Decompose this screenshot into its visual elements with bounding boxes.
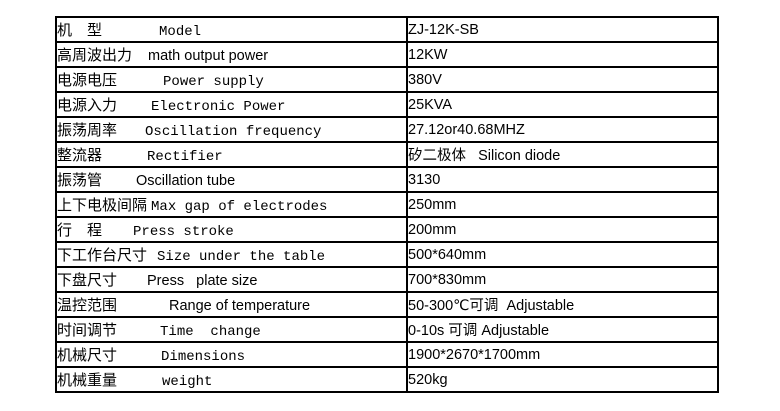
label-cn: 下工作台尺寸: [57, 248, 148, 265]
spec-value: ZJ-12K-SB: [408, 21, 479, 38]
spec-value: 27.12or40.68MHZ: [408, 121, 525, 138]
spec-label-cell: 振荡管 Oscillation tube: [55, 166, 408, 193]
spec-value-cell: 250mm: [406, 191, 719, 218]
spec-label-cell: 机械重量 weight: [55, 366, 408, 393]
label-en: Press stroke: [133, 224, 234, 240]
spec-value-cell: 520kg: [406, 366, 719, 393]
spec-value: 500*640mm: [408, 246, 487, 263]
label-cn: 振荡周率: [57, 123, 118, 140]
label-cn: 时间调节: [57, 323, 118, 340]
spec-value-cell: ZJ-12K-SB: [406, 16, 719, 43]
machine-spec-table: 机 型 Model ZJ-12K-SB 高周波出力 math output powe…: [55, 16, 719, 393]
label-en: Oscillation tube: [136, 173, 236, 189]
spec-value-cell: 1900*2670*1700mm: [406, 341, 719, 368]
label-cn: 下盘尺寸: [57, 273, 118, 290]
label-cn: 振荡管: [57, 173, 103, 190]
spec-value-cell: 矽二极体 Silicon diode: [406, 141, 719, 168]
spec-value-cell: 380V: [406, 66, 719, 93]
label-en: math output power: [148, 48, 269, 64]
spec-label-cell: 高周波出力 math output power: [55, 41, 408, 68]
spec-value: 0-10s 可调 Adjustable: [408, 323, 550, 339]
spec-label-cell: 行 程 Press stroke: [55, 216, 408, 243]
spec-value: 200mm: [408, 221, 457, 238]
table-row: 上下电极间隔 Max gap of electrodes 250mm: [55, 191, 719, 218]
spec-value-cell: 200mm: [406, 216, 719, 243]
label-en: Dimensions: [161, 349, 246, 365]
spec-value-cell: 0-10s 可调 Adjustable: [406, 316, 719, 343]
spec-value: 380V: [408, 71, 442, 88]
spec-label-cell: 温控范围 Range of temperature: [55, 291, 408, 318]
table-row: 振荡管 Oscillation tube 3130: [55, 166, 719, 193]
label-en: Electronic Power: [151, 99, 286, 115]
spec-label-cell: 下盘尺寸 Press plate size: [55, 266, 408, 293]
table-row: 机械重量 weight 520kg: [55, 366, 719, 393]
label-en: Max gap of electrodes: [151, 199, 328, 215]
label-cn: 机 型: [57, 23, 103, 40]
label-en: Oscillation frequency: [145, 124, 322, 140]
spec-label-cell: 时间调节 Time change: [55, 316, 408, 343]
label-cn: 机械尺寸: [57, 348, 118, 365]
table-row: 振荡周率 Oscillation frequency 27.12or40.68MH…: [55, 116, 719, 143]
spec-value: 250mm: [408, 196, 457, 213]
spec-value-cell: 3130: [406, 166, 719, 193]
spec-label-cell: 机械尺寸 Dimensions: [55, 341, 408, 368]
table-row: 机械尺寸 Dimensions 1900*2670*1700mm: [55, 341, 719, 368]
spec-value: 矽二极体 Silicon diode: [408, 148, 561, 164]
spec-label-cell: 电源入力 Electronic Power: [55, 91, 408, 118]
label-cn: 电源电压: [57, 73, 118, 90]
spec-label-cell: 机 型 Model: [55, 16, 408, 43]
label-cn: 高周波出力: [57, 48, 133, 65]
spec-value: 12KW: [408, 46, 448, 63]
label-cn: 电源入力: [57, 98, 118, 115]
spec-value: 3130: [408, 171, 441, 188]
label-en: Time change: [160, 324, 261, 340]
spec-label-cell: 下工作台尺寸 Size under the table: [55, 241, 408, 268]
table-row: 下盘尺寸 Press plate size 700*830mm: [55, 266, 719, 293]
spec-value-cell: 25KVA: [406, 91, 719, 118]
label-en: Size under the table: [157, 249, 326, 265]
spec-value: 25KVA: [408, 96, 453, 113]
label-en: Range of temperature: [169, 298, 311, 314]
spec-label-cell: 振荡周率 Oscillation frequency: [55, 116, 408, 143]
table-row: 机 型 Model ZJ-12K-SB: [55, 16, 719, 43]
table-row: 电源入力 Electronic Power 25KVA: [55, 91, 719, 118]
label-en: Rectifier: [147, 149, 223, 165]
label-en: Press plate size: [147, 273, 258, 289]
label-cn: 机械重量: [57, 373, 118, 390]
spec-label-cell: 上下电极间隔 Max gap of electrodes: [55, 191, 408, 218]
spec-label-cell: 电源电压 Power supply: [55, 66, 408, 93]
label-cn: 行 程: [57, 223, 103, 240]
table-row: 电源电压 Power supply 380V: [55, 66, 719, 93]
spec-value-cell: 500*640mm: [406, 241, 719, 268]
spec-value: 50-300℃可调 Adjustable: [408, 298, 575, 314]
table-row: 时间调节 Time change 0-10s 可调 Adjustable: [55, 316, 719, 343]
label-en: Power supply: [163, 74, 264, 90]
spec-value-cell: 12KW: [406, 41, 719, 68]
spec-value: 520kg: [408, 371, 448, 388]
label-en: weight: [162, 374, 213, 390]
table-row: 行 程 Press stroke 200mm: [55, 216, 719, 243]
label-en: Model: [159, 24, 202, 40]
spec-value-cell: 700*830mm: [406, 266, 719, 293]
label-cn: 整流器: [57, 148, 103, 165]
label-cn: 温控范围: [57, 298, 118, 315]
spec-value: 1900*2670*1700mm: [408, 346, 541, 363]
table-row: 高周波出力 math output power 12KW: [55, 41, 719, 68]
spec-value-cell: 50-300℃可调 Adjustable: [406, 291, 719, 318]
label-cn: 上下电极间隔: [57, 198, 148, 215]
spec-value-cell: 27.12or40.68MHZ: [406, 116, 719, 143]
spec-table-body: 机 型 Model ZJ-12K-SB 高周波出力 math output powe…: [55, 16, 719, 393]
table-row: 整流器 Rectifier 矽二极体 Silicon diode: [55, 141, 719, 168]
spec-value: 700*830mm: [408, 271, 487, 288]
table-row: 温控范围 Range of temperature 50-300℃可调 Adjus…: [55, 291, 719, 318]
table-row: 下工作台尺寸 Size under the table 500*640mm: [55, 241, 719, 268]
spec-label-cell: 整流器 Rectifier: [55, 141, 408, 168]
